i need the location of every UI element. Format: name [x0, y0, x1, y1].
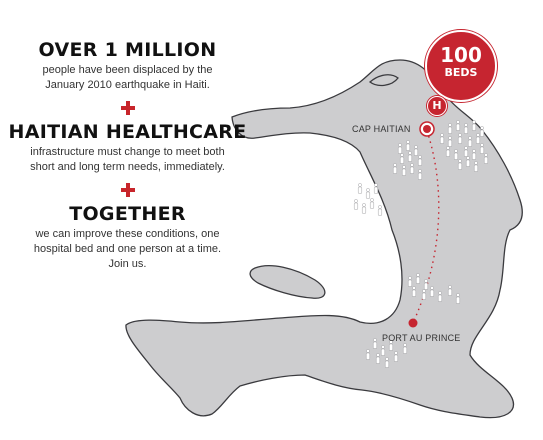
plus-icon — [121, 101, 135, 115]
person-icon — [418, 155, 422, 165]
person-icon — [394, 351, 398, 361]
person-icon — [480, 143, 484, 153]
person-icon — [370, 198, 374, 208]
person-icon — [373, 338, 377, 348]
person-icon — [408, 276, 412, 286]
person-icon — [366, 188, 370, 198]
gonave-island — [250, 266, 325, 299]
body-displaced-line-1: people have been displaced by the — [0, 63, 255, 77]
body-healthcare-line-2: short and long term needs, immediately. — [0, 160, 255, 174]
person-icon — [454, 149, 458, 159]
person-icon — [385, 357, 389, 367]
person-icon — [430, 286, 434, 296]
person-icon — [416, 273, 420, 283]
person-icon — [468, 136, 472, 146]
section-displaced: OVER 1 MILLION people have been displace… — [0, 38, 255, 92]
person-icon — [438, 291, 442, 301]
person-icon — [458, 159, 462, 169]
beds-badge: 100 BEDS — [425, 30, 497, 102]
beds-unit: BEDS — [427, 66, 495, 79]
person-icon — [448, 123, 452, 133]
person-icon — [472, 149, 476, 159]
person-icon — [464, 123, 468, 133]
person-icon — [448, 285, 452, 295]
body-together-line-1: we can improve these conditions, one — [0, 227, 255, 241]
person-icon — [456, 293, 460, 303]
person-icon — [393, 163, 397, 173]
person-icon — [358, 183, 362, 193]
headline-healthcare: HAITIAN HEALTHCARE — [0, 120, 255, 144]
person-icon — [366, 349, 370, 359]
person-icon — [412, 286, 416, 296]
person-icon — [354, 199, 358, 209]
person-icon — [376, 353, 380, 363]
plus-icon — [121, 183, 135, 197]
person-icon — [403, 343, 407, 353]
person-icon — [440, 133, 444, 143]
person-icon — [446, 146, 450, 156]
port-au-prince-marker — [409, 319, 418, 328]
person-icon — [466, 156, 470, 166]
person-icon — [381, 345, 385, 355]
person-icon — [464, 146, 468, 156]
person-icon — [456, 120, 460, 130]
person-icon — [408, 151, 412, 161]
person-icon — [402, 165, 406, 175]
person-icon — [400, 153, 404, 163]
person-icon — [484, 153, 488, 163]
person-icon — [424, 279, 428, 289]
headline-together: TOGETHER — [0, 202, 255, 226]
person-icon — [418, 169, 422, 179]
person-icon — [476, 133, 480, 143]
section-healthcare: HAITIAN HEALTHCARE infrastructure must c… — [0, 120, 255, 174]
section-together: TOGETHER we can improve these conditions… — [0, 202, 255, 271]
person-icon — [406, 140, 410, 150]
hospital-icon: H — [427, 96, 447, 116]
body-together-line-2: hospital bed and one person at a time. — [0, 242, 255, 256]
person-icon — [448, 136, 452, 146]
person-icon — [472, 120, 476, 130]
beds-count: 100 — [427, 44, 495, 66]
cap-haitian-dot — [423, 125, 431, 133]
person-icon — [410, 163, 414, 173]
person-icon — [362, 203, 366, 213]
person-icon — [480, 126, 484, 136]
person-icon — [474, 161, 478, 171]
info-column: OVER 1 MILLION people have been displace… — [0, 38, 255, 271]
body-healthcare-line-1: infrastructure must change to meet both — [0, 145, 255, 159]
person-icon — [378, 205, 382, 215]
body-together-line-3: Join us. — [0, 257, 255, 271]
person-icon — [422, 289, 426, 299]
label-port-au-prince: PORT AU PRINCE — [382, 333, 461, 343]
label-cap-haitian: CAP HAITIAN — [352, 124, 411, 134]
person-icon — [458, 133, 462, 143]
body-displaced-line-2: January 2010 earthquake in Haiti. — [0, 78, 255, 92]
person-icon — [398, 143, 402, 153]
headline-displaced: OVER 1 MILLION — [0, 38, 255, 62]
person-icon — [374, 183, 378, 193]
person-icon — [414, 145, 418, 155]
